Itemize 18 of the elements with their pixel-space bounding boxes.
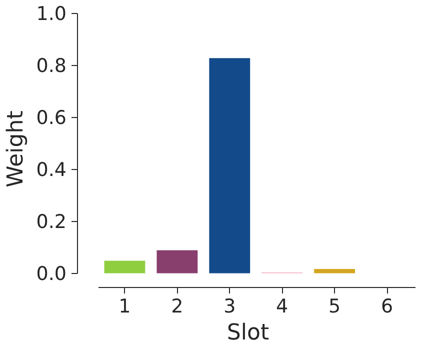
- x-tick-label: 5: [328, 296, 341, 318]
- bar: [209, 58, 250, 274]
- y-tick-label: 1.0: [36, 3, 66, 26]
- x-tick-label: 4: [276, 296, 288, 318]
- y-tick-label: 0.8: [36, 55, 66, 78]
- y-tick-label: 0.4: [36, 159, 66, 182]
- bar: [156, 250, 198, 274]
- bar: [314, 269, 356, 274]
- x-tick-label: 2: [171, 296, 184, 318]
- y-tick-label: 0.6: [36, 107, 66, 130]
- x-axis-title: Slot: [226, 320, 270, 346]
- x-tick-label: 3: [224, 296, 236, 318]
- y-axis-title: Weight: [3, 110, 28, 188]
- x-tick-label: 6: [380, 296, 394, 318]
- bar: [104, 260, 146, 274]
- x-tick-label: 1: [118, 296, 131, 318]
- y-tick-label: 0.0: [36, 263, 66, 286]
- y-tick-label: 0.2: [36, 211, 66, 234]
